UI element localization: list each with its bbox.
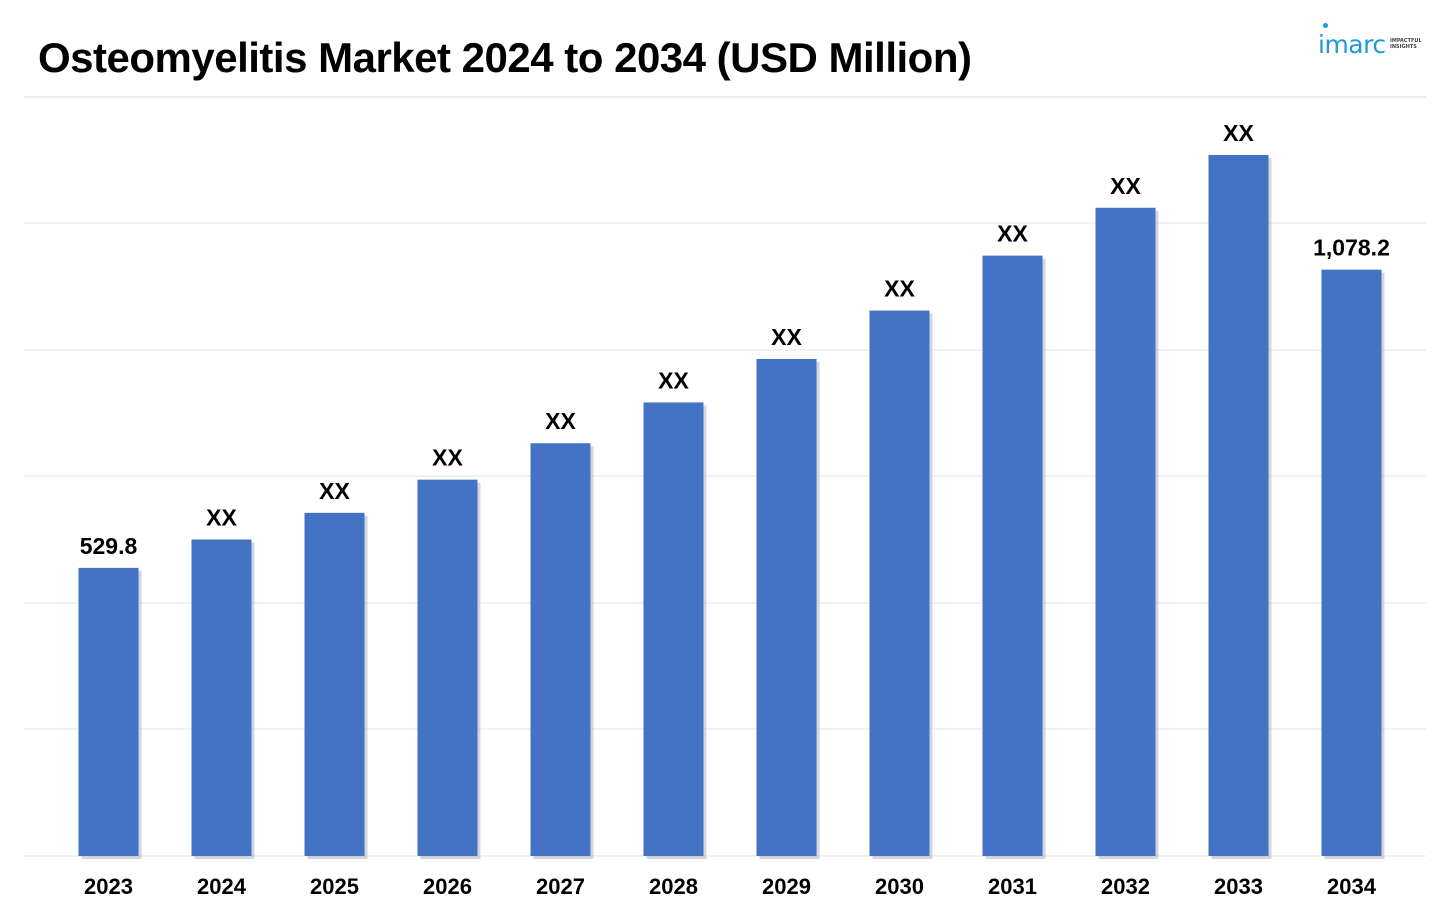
x-axis-labels: 2023 2024 2025 2026 2027 2028 2029 2030 2031 2032…	[84, 874, 1377, 899]
value-label-2030: XX	[884, 276, 915, 302]
x-label-2029: 2029	[762, 874, 811, 899]
value-label-2026: XX	[432, 445, 463, 471]
x-label-2032: 2032	[1101, 874, 1150, 899]
imarc-logo: imarc IMPACTFUL INSIGHTS	[1318, 23, 1422, 68]
value-label-2027: XX	[545, 408, 576, 434]
x-label-2024: 2024	[197, 874, 247, 899]
bars	[78, 155, 1385, 860]
x-label-2031: 2031	[988, 874, 1037, 899]
bar-2027	[530, 443, 591, 856]
x-label-2023: 2023	[84, 874, 133, 899]
value-label-2029: XX	[771, 324, 802, 350]
x-label-2025: 2025	[310, 874, 359, 899]
value-labels: 529.8 XX XX XX XX XX XX XX XX XX XX 1,078.2	[80, 120, 1390, 559]
bar-2032	[1095, 207, 1156, 857]
value-label-2032: XX	[1110, 173, 1141, 199]
bar-2030	[869, 310, 930, 856]
bar-2034	[1321, 269, 1382, 856]
bar-2033	[1208, 155, 1269, 856]
bar-2026	[417, 479, 478, 856]
x-label-2027: 2027	[536, 874, 585, 899]
value-label-2024: XX	[206, 504, 237, 530]
x-label-2026: 2026	[423, 874, 472, 899]
x-label-2033: 2033	[1214, 874, 1263, 899]
gridlines	[24, 96, 1426, 857]
chart-title: Osteomyelitis Market 2024 to 2034 (USD M…	[38, 34, 972, 81]
value-label-2033: XX	[1223, 120, 1254, 146]
x-label-2034: 2034	[1327, 874, 1377, 899]
bar-2023	[78, 567, 139, 856]
logo-wordmark: imarc	[1318, 30, 1386, 59]
value-label-2025: XX	[319, 478, 350, 504]
value-label-2023: 529.8	[80, 533, 138, 559]
bar-2029	[756, 358, 817, 856]
x-label-2030: 2030	[875, 874, 924, 899]
logo-tagline: IMPACTFUL INSIGHTS	[1390, 38, 1422, 50]
value-label-2031: XX	[997, 221, 1028, 247]
bar-2031	[982, 255, 1043, 856]
value-label-2034: 1,078.2	[1313, 235, 1390, 261]
bar-2025	[304, 512, 365, 856]
value-label-2028: XX	[658, 367, 689, 393]
x-label-2028: 2028	[649, 874, 698, 899]
logo-dot-icon	[1323, 23, 1328, 28]
bar-2024	[191, 539, 252, 856]
bar-2028	[643, 402, 704, 856]
